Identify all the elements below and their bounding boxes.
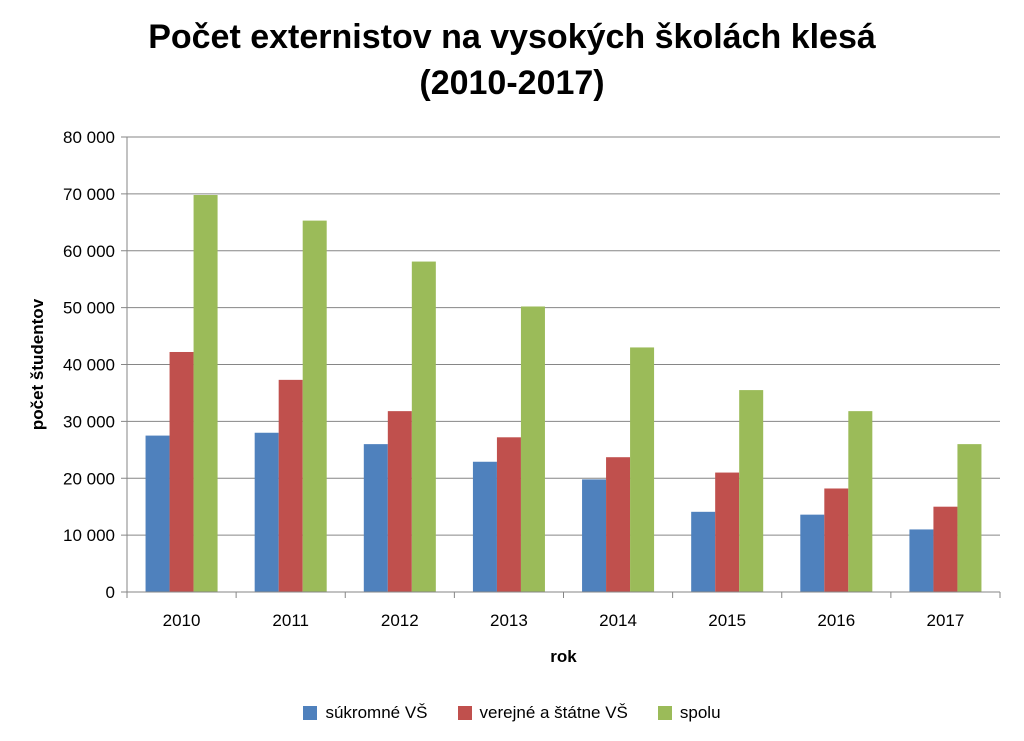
legend-item: spolu <box>657 703 721 723</box>
bar <box>169 351 194 592</box>
bar <box>278 379 303 592</box>
x-tick-label: 2012 <box>381 611 419 630</box>
bar <box>387 411 412 592</box>
legend-swatch <box>303 706 318 720</box>
bar <box>302 220 327 593</box>
legend-item: verejné a štátne VŠ <box>457 703 628 723</box>
bars <box>145 195 982 593</box>
axes <box>121 136 1001 598</box>
bar <box>496 437 521 592</box>
bar <box>411 261 436 592</box>
tick-labels: 0 10 000 20 000 30 000 40 000 50 000 60 000 70 … <box>63 128 964 630</box>
bar <box>363 444 388 593</box>
legend-swatch <box>657 706 672 720</box>
bar <box>848 411 873 592</box>
gridlines <box>127 136 1000 536</box>
y-tick-label: 50 000 <box>63 299 115 318</box>
y-tick-label: 20 000 <box>63 469 115 488</box>
legend-label: spolu <box>679 703 721 722</box>
bar <box>630 347 655 592</box>
x-tick-label: 2010 <box>163 611 201 630</box>
bar <box>520 306 545 592</box>
legend: súkromné VŠ verejné a štátne VŠ spolu <box>0 703 1024 723</box>
y-axis-title: počet študentov <box>28 298 47 430</box>
x-tick-label: 2014 <box>599 611 637 630</box>
bar <box>800 514 825 592</box>
bar <box>472 461 497 592</box>
y-tick-label: 70 000 <box>63 185 115 204</box>
chart-title-line2: (2010-2017) <box>419 64 605 102</box>
x-tick-label: 2013 <box>490 611 528 630</box>
legend-swatch <box>457 706 472 720</box>
bar <box>254 432 279 592</box>
x-tick-label: 2011 <box>272 611 309 630</box>
chart-title-line1: Počet externistov na vysokých školách kl… <box>148 18 876 56</box>
bar <box>145 435 170 592</box>
y-tick-label: 60 000 <box>63 242 115 261</box>
legend-label: verejné a štátne VŠ <box>479 703 628 722</box>
bar <box>606 457 631 592</box>
y-tick-label: 40 000 <box>63 356 115 375</box>
bar <box>933 506 958 592</box>
y-tick-label: 30 000 <box>63 412 115 431</box>
legend-label: súkromné VŠ <box>325 703 428 722</box>
x-tick-label: 2016 <box>817 611 855 630</box>
legend-item: súkromné VŠ <box>303 703 428 723</box>
bar <box>909 529 934 592</box>
bar <box>691 511 716 592</box>
bar <box>582 479 607 592</box>
bar <box>957 444 982 593</box>
x-tick-label: 2015 <box>708 611 746 630</box>
bar <box>715 472 740 592</box>
y-tick-label: 0 <box>106 583 115 602</box>
y-tick-label: 10 000 <box>63 526 115 545</box>
bar <box>193 195 218 592</box>
chart-title: Počet externistov na vysokých školách kl… <box>0 14 1024 106</box>
x-tick-label: 2017 <box>927 611 965 630</box>
y-tick-label: 80 000 <box>63 128 115 147</box>
x-axis-title: rok <box>550 647 577 666</box>
bar <box>824 488 849 592</box>
bar <box>739 390 764 592</box>
